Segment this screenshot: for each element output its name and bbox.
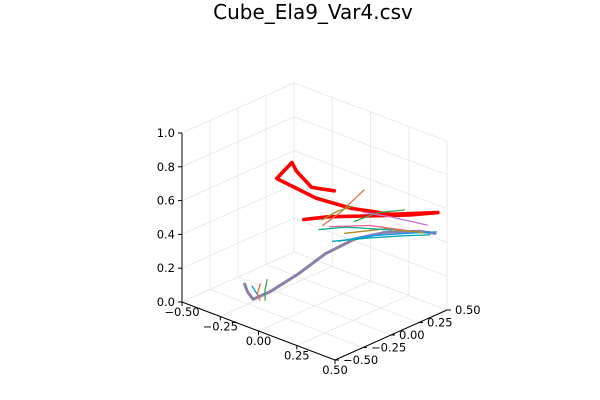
x-tick-label: 0.00 [246, 334, 272, 348]
x-tick-label: 0.25 [284, 349, 310, 363]
back-wall-grid-line [181, 251, 295, 303]
data-series [243, 160, 440, 301]
series-line-9 [321, 205, 353, 221]
grid [181, 82, 448, 361]
series-line-0 [274, 160, 440, 222]
axes [178, 132, 451, 364]
z-tick-label: 0.6 [157, 194, 175, 208]
y-tick-label: −0.25 [371, 341, 406, 355]
x-tick-label: −0.50 [164, 305, 199, 319]
series-line-5 [362, 211, 428, 226]
y-tick-label: 0.50 [455, 303, 481, 317]
floor-grid-line [237, 276, 392, 336]
floor-grid-line [209, 289, 364, 348]
series-line-4 [353, 209, 406, 223]
z-tick-label: 0.8 [157, 160, 175, 174]
series-line-6 [331, 234, 431, 242]
tick-labels: −0.50−0.250.000.250.50−0.50−0.250.000.25… [157, 126, 481, 377]
z-tick-label: 1.0 [157, 126, 175, 140]
y-tick-label: 0.00 [399, 328, 425, 342]
y-tick-label: 0.25 [427, 316, 453, 330]
z-tick-label: 0.4 [157, 227, 175, 241]
x-tick-label: −0.25 [203, 320, 238, 334]
side-wall-grid-line [293, 150, 448, 209]
series-line-12 [256, 283, 261, 301]
back-wall-grid-line [181, 82, 295, 134]
y-tick-label: −0.50 [343, 353, 378, 367]
chart-title: Cube_Ela9_Var4.csv [213, 0, 413, 24]
floor-grid-line [265, 264, 420, 323]
series-line-8 [344, 228, 425, 234]
series-line-13 [264, 278, 268, 301]
series-line-7 [328, 224, 417, 233]
back-wall-grid-line [181, 116, 295, 168]
side-wall-grid-line [293, 116, 448, 176]
back-wall-grid-line [181, 184, 295, 235]
side-wall-grid-line [293, 82, 448, 142]
z-tick-label: 0.0 [157, 295, 175, 309]
back-wall-grid-line [181, 217, 295, 269]
side-wall-grid-line [293, 251, 448, 311]
back-wall-grid-line [181, 150, 295, 201]
x-tick-label: 0.50 [322, 363, 348, 377]
series-line-3 [321, 189, 365, 227]
side-wall-grid-line [293, 217, 448, 277]
series-line-10 [318, 226, 393, 231]
series-line-1 [243, 229, 437, 301]
z-tick-label: 0.2 [157, 261, 175, 275]
